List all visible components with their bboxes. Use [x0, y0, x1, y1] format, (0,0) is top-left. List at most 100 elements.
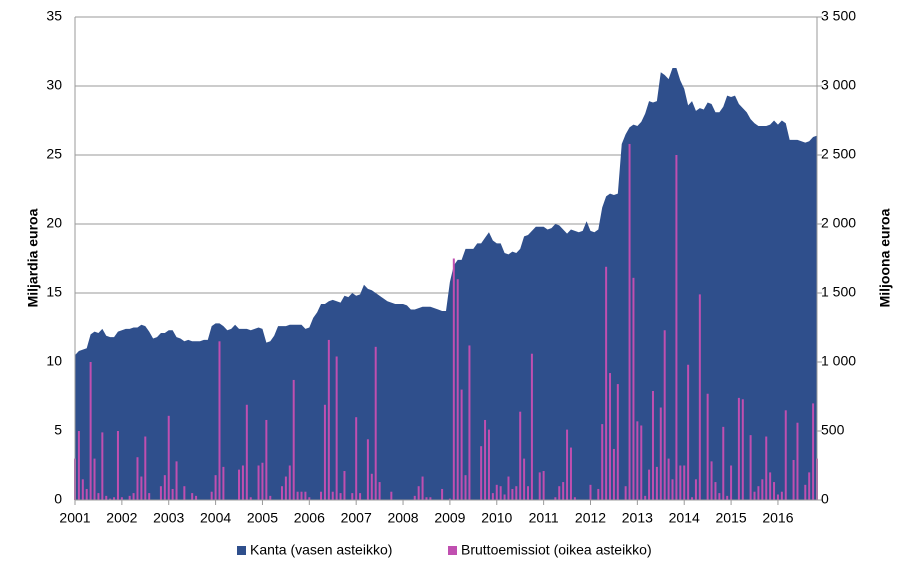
bar — [722, 426, 725, 500]
bar — [503, 494, 506, 500]
bar — [691, 497, 694, 500]
bar — [655, 466, 658, 500]
bar — [175, 461, 178, 500]
bar — [718, 493, 721, 500]
bar — [628, 143, 631, 500]
bar — [304, 491, 307, 500]
bar — [726, 495, 729, 500]
bar — [527, 486, 530, 500]
bar — [648, 469, 651, 500]
bar — [351, 493, 354, 500]
bar — [679, 465, 682, 500]
y-tick-label: 35 — [46, 8, 62, 24]
bar — [741, 399, 744, 500]
bar — [249, 497, 252, 500]
bar — [77, 431, 80, 500]
bar — [85, 488, 88, 500]
bar — [280, 486, 283, 500]
y-axis-title: Miljardia euroa — [25, 208, 41, 307]
bar — [296, 491, 299, 500]
bar — [159, 486, 162, 500]
bar — [519, 411, 522, 500]
bar — [687, 364, 690, 500]
bar — [269, 495, 272, 500]
bar — [116, 431, 119, 500]
y-tick-label: 20 — [46, 215, 62, 231]
bar — [120, 497, 123, 500]
legend-swatch — [237, 546, 246, 555]
y-tick-label: 25 — [46, 146, 62, 162]
bar — [609, 373, 612, 500]
bar — [81, 479, 84, 500]
bar — [320, 491, 323, 500]
bar — [644, 495, 647, 500]
bar — [749, 435, 752, 500]
x-tick-label: 2004 — [200, 510, 231, 526]
bar — [460, 389, 463, 500]
x-tick-label: 2009 — [434, 510, 465, 526]
bar — [675, 155, 678, 500]
bar — [515, 486, 518, 500]
bar — [136, 457, 139, 500]
x-tick-label: 2016 — [762, 510, 793, 526]
y2-tick-label: 3 000 — [821, 77, 856, 93]
x-tick-label: 2012 — [575, 510, 606, 526]
bar — [452, 258, 455, 500]
legend: Kanta (vasen asteikko) Bruttoemissiot (oi… — [237, 542, 652, 558]
bar — [640, 425, 643, 500]
bar — [523, 458, 526, 500]
bar — [374, 346, 377, 500]
bar — [265, 419, 268, 500]
x-tick-label: 2014 — [669, 510, 700, 526]
bar — [589, 484, 592, 500]
axes: 0 5 10 15 20 25 30 35 0 500 1 000 1 500 2 000 2 500 3 … — [46, 8, 856, 526]
bar — [132, 493, 135, 500]
bar — [491, 493, 494, 500]
bar — [757, 486, 760, 500]
bar — [128, 495, 131, 500]
bar — [441, 488, 444, 500]
y-tick-label: 10 — [46, 353, 62, 369]
bar — [601, 424, 604, 500]
bar — [464, 475, 467, 500]
bar — [331, 491, 334, 500]
bar — [89, 362, 92, 500]
bar — [667, 458, 670, 500]
bar — [429, 497, 432, 500]
bar — [714, 482, 717, 500]
bar — [566, 429, 569, 500]
bar — [359, 493, 362, 500]
x-tick-label: 2013 — [622, 510, 653, 526]
y2-tick-label: 2 000 — [821, 215, 856, 231]
bar — [796, 422, 799, 500]
bar — [671, 479, 674, 500]
bar — [507, 476, 510, 500]
bar — [167, 415, 170, 500]
legend-swatch — [448, 546, 457, 555]
y-tick-label: 15 — [46, 284, 62, 300]
x-tick-label: 2002 — [106, 510, 137, 526]
bar — [448, 498, 451, 500]
marks — [74, 68, 818, 500]
bar — [323, 404, 326, 500]
bar — [573, 497, 576, 500]
bar — [538, 472, 541, 500]
bar — [144, 436, 147, 500]
bar — [480, 446, 483, 500]
bar — [780, 491, 783, 500]
bar — [288, 465, 291, 500]
area — [75, 68, 817, 500]
bar — [792, 459, 795, 500]
bar — [484, 419, 487, 500]
x-tick-label: 2003 — [153, 510, 184, 526]
bar — [93, 458, 96, 500]
bar — [765, 436, 768, 500]
bar — [214, 475, 217, 500]
x-tick-label: 2001 — [59, 510, 90, 526]
bar — [773, 482, 776, 500]
bar — [651, 390, 654, 500]
y-tick-label: 0 — [54, 491, 62, 507]
bar — [335, 356, 338, 500]
bar — [468, 345, 471, 500]
